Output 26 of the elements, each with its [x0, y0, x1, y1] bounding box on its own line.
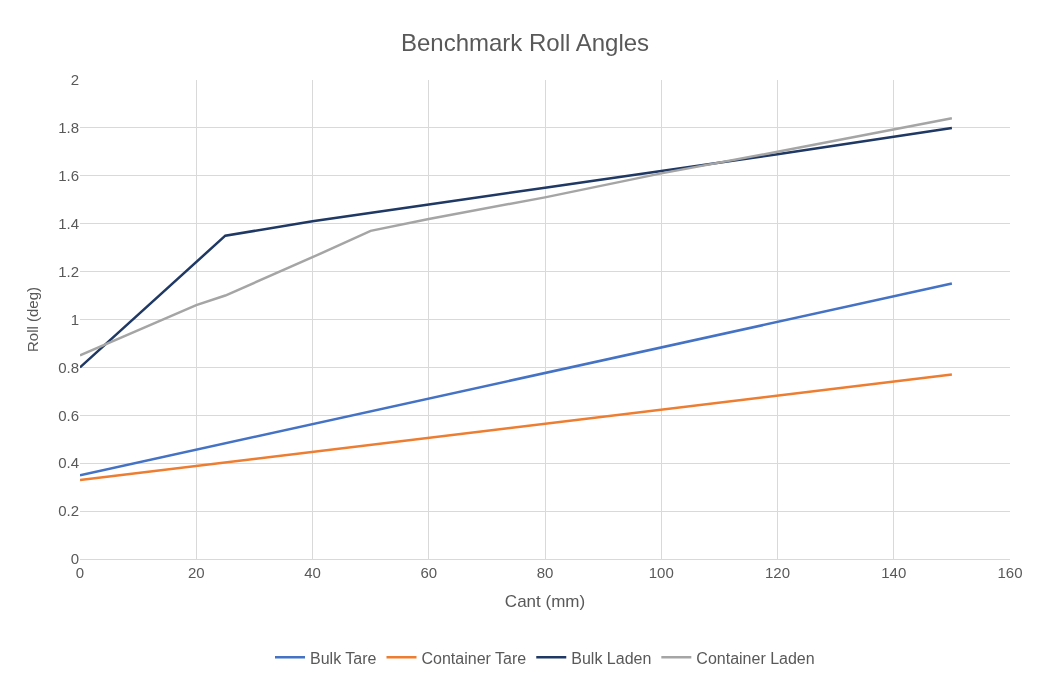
x-tick-label: 60 [420, 564, 438, 581]
y-tick-label: 1.4 [58, 214, 79, 232]
chart-title: Benchmark Roll Angles [400, 29, 650, 57]
x-tick-label: 140 [881, 564, 907, 581]
x-tick-label: 20 [187, 564, 205, 581]
x-tick-label: 160 [997, 564, 1023, 581]
x-tick-label: 40 [304, 564, 321, 581]
y-tick-label: 2 [70, 71, 79, 89]
y-tick-label: 1 [70, 310, 79, 328]
y-tick-label: 1.8 [58, 119, 79, 137]
y-tick-label: 1.6 [58, 167, 79, 185]
y-axis-title: Roll (deg) [24, 286, 42, 353]
x-tick-label: 100 [648, 564, 674, 581]
y-tick-label: 0.4 [58, 454, 79, 472]
x-tick-label: 120 [764, 564, 791, 581]
legend-label: Bulk Laden [571, 649, 652, 667]
x-tick-label: 80 [536, 564, 554, 581]
legend-label: Bulk Tare [310, 649, 377, 667]
legend-label: Container Laden [696, 649, 815, 667]
y-tick-label: 1.2 [58, 262, 79, 280]
y-tick-label: 0.8 [58, 358, 79, 376]
y-tick-label: 0.2 [58, 502, 79, 520]
x-axis-title: Cant (mm) [504, 592, 586, 612]
y-tick-label: 0 [70, 550, 79, 568]
y-tick-label: 0.6 [58, 406, 79, 424]
legend-label: Container Tare [421, 649, 527, 667]
